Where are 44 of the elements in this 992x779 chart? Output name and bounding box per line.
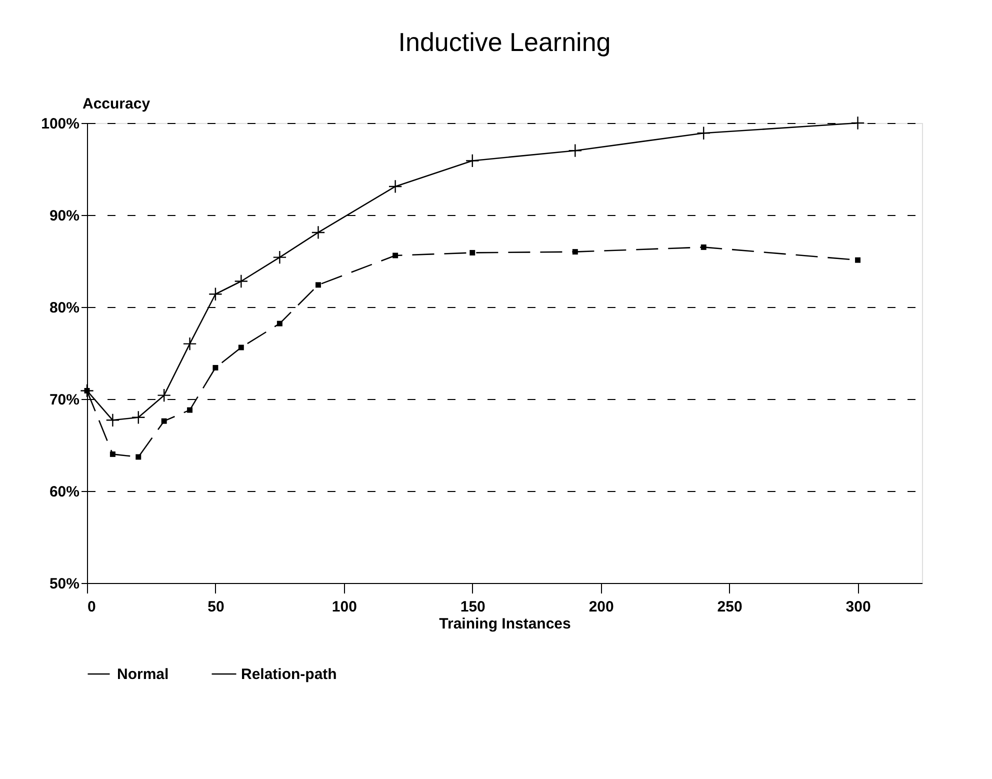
- point: [182, 336, 197, 351]
- point: [276, 320, 282, 326]
- point: [157, 388, 171, 402]
- y-tick-label: 50%: [49, 576, 80, 592]
- y-tick-label: 60%: [49, 484, 80, 500]
- y-tick-label: 100%: [41, 116, 80, 132]
- point: [572, 249, 578, 255]
- y-tick-label: 70%: [49, 392, 80, 408]
- y-tick-label: 80%: [49, 300, 80, 316]
- point: [700, 244, 706, 250]
- point: [187, 407, 193, 413]
- point: [136, 454, 142, 460]
- point: [392, 252, 398, 258]
- x-tick-label: 0: [88, 598, 96, 616]
- legend-label: Normal: [117, 666, 169, 683]
- x-tick-label: 200: [588, 598, 614, 616]
- point: [696, 126, 711, 140]
- point: [850, 116, 865, 130]
- x-tick-label: 150: [460, 598, 486, 616]
- x-tick-label: 50: [208, 598, 224, 616]
- point: [388, 180, 402, 194]
- point: [106, 413, 120, 428]
- point: [311, 226, 326, 240]
- x-axis-title: Training Instances: [439, 616, 571, 632]
- legend-label: Relation-path: [241, 666, 337, 683]
- point: [568, 144, 582, 158]
- point: [465, 154, 480, 168]
- point: [208, 287, 222, 302]
- point: [272, 250, 287, 264]
- x-tick-label: 100: [332, 598, 357, 616]
- point: [110, 451, 116, 457]
- point: [131, 410, 146, 424]
- point: [470, 250, 476, 256]
- x-tick-label: 250: [717, 598, 742, 616]
- x-tick-label: 300: [846, 598, 871, 616]
- point: [855, 257, 861, 263]
- point: [238, 344, 244, 350]
- y-axis-title: Accuracy: [82, 96, 151, 112]
- point: [212, 364, 218, 370]
- chart-title: Inductive Learning: [398, 27, 611, 57]
- point: [161, 418, 167, 424]
- point: [315, 282, 321, 288]
- y-tick-label: 90%: [49, 208, 80, 224]
- point: [234, 274, 248, 288]
